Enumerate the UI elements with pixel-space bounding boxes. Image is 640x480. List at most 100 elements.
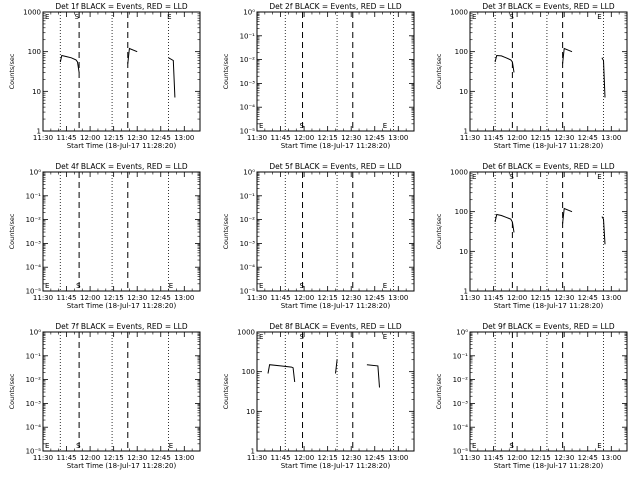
marker-label: E bbox=[259, 282, 263, 290]
y-tick-label: 10⁰ bbox=[29, 329, 41, 337]
x-tick-label: 13:00 bbox=[174, 454, 194, 462]
chart-panel-4: Det 4f BLACK = Events, RED = LLD 10⁰ 10⁻¹ 1… bbox=[8, 162, 201, 310]
y-tick-label: 1000 bbox=[450, 9, 468, 17]
x-tick-label: 12:00 bbox=[294, 294, 314, 302]
y-tick-label: 10⁻¹ bbox=[240, 32, 256, 40]
x-tick-label: 13:00 bbox=[601, 454, 621, 462]
chart-panel-5: Det 5f BLACK = Events, RED = LLD 10⁰ 10⁻¹ 1… bbox=[222, 162, 415, 310]
x-tick-label: 12:30 bbox=[554, 294, 574, 302]
y-tick-label: 10⁻¹ bbox=[240, 192, 256, 200]
x-tick-label: 11:45 bbox=[56, 454, 76, 462]
y-axis-label: Counts/sec bbox=[8, 213, 16, 249]
y-tick-label: 10⁻³ bbox=[26, 400, 42, 408]
x-tick-label: 12:15 bbox=[531, 294, 551, 302]
chart-title: Det 3f BLACK = Events, RED = LLD bbox=[482, 2, 615, 11]
chart-title: Det 6f BLACK = Events, RED = LLD bbox=[482, 162, 615, 171]
marker-label: S bbox=[300, 333, 305, 341]
x-axis-label: Start Time (18-Jul-17 11:28:20) bbox=[67, 302, 177, 310]
x-tick-label: 13:00 bbox=[174, 294, 194, 302]
y-tick-label: 1 bbox=[464, 288, 468, 296]
x-tick-label: 12:45 bbox=[365, 294, 385, 302]
y-axis-label: Counts/sec bbox=[435, 53, 443, 89]
x-tick-label: 12:45 bbox=[365, 454, 385, 462]
marker-label: S bbox=[76, 282, 81, 290]
x-tick-label: 11:30 bbox=[460, 134, 480, 142]
chart-title: Det 4f BLACK = Events, RED = LLD bbox=[55, 162, 188, 171]
y-tick-label: 10 bbox=[459, 88, 468, 96]
x-tick-label: 13:00 bbox=[601, 294, 621, 302]
y-tick-label: 10⁻³ bbox=[26, 240, 42, 248]
y-tick-label: 100 bbox=[242, 368, 255, 376]
y-tick-label: 1 bbox=[37, 128, 41, 136]
x-tick-label: 12:15 bbox=[531, 454, 551, 462]
y-axis-label: Counts/sec bbox=[8, 53, 16, 89]
x-axis-label: Start Time (18-Jul-17 11:28:20) bbox=[281, 142, 391, 150]
marker-label: S bbox=[75, 13, 80, 21]
x-tick-label: 12:15 bbox=[104, 134, 124, 142]
y-tick-label: 10⁰ bbox=[456, 329, 468, 337]
marker-label: E bbox=[383, 282, 387, 290]
x-axis-label: Start Time (18-Jul-17 11:28:20) bbox=[494, 302, 604, 310]
y-tick-label: 10⁰ bbox=[243, 9, 255, 17]
x-tick-label: 12:30 bbox=[341, 454, 361, 462]
marker-label: S bbox=[509, 442, 514, 450]
y-tick-label: 1000 bbox=[237, 329, 255, 337]
x-tick-label: 12:15 bbox=[318, 294, 338, 302]
chart-title: Det 8f BLACK = Events, RED = LLD bbox=[269, 322, 402, 331]
x-tick-label: 12:30 bbox=[341, 294, 361, 302]
marker-label: E bbox=[472, 173, 476, 181]
y-axis-label: Counts/sec bbox=[435, 373, 443, 409]
y-axis-label: Counts/sec bbox=[222, 373, 230, 409]
y-tick-label: 10⁻³ bbox=[240, 80, 256, 88]
x-tick-label: 11:30 bbox=[33, 134, 53, 142]
y-tick-label: 10⁻² bbox=[240, 216, 256, 224]
y-tick-label: 1000 bbox=[450, 169, 468, 177]
plot-frame bbox=[42, 171, 201, 292]
x-tick-label: 12:45 bbox=[151, 294, 171, 302]
plot-frame bbox=[469, 331, 628, 452]
x-tick-label: 12:00 bbox=[507, 134, 527, 142]
x-axis-label: Start Time (18-Jul-17 11:28:20) bbox=[281, 462, 391, 470]
y-tick-label: 10⁻⁴ bbox=[240, 264, 256, 272]
y-tick-label: 10 bbox=[32, 88, 41, 96]
x-tick-label: 11:30 bbox=[33, 454, 53, 462]
marker-label: E bbox=[259, 122, 263, 130]
marker-label: S bbox=[509, 173, 514, 181]
marker-label: S bbox=[509, 13, 514, 21]
x-tick-label: 12:45 bbox=[151, 134, 171, 142]
y-tick-label: 10⁻⁵ bbox=[26, 288, 42, 296]
x-tick-label: 11:45 bbox=[483, 454, 503, 462]
marker-label: E bbox=[167, 13, 171, 21]
x-tick-label: 11:30 bbox=[247, 294, 267, 302]
y-axis-label: Counts/sec bbox=[222, 213, 230, 249]
x-tick-label: 12:45 bbox=[365, 134, 385, 142]
x-tick-label: 11:45 bbox=[270, 454, 290, 462]
marker-label: E bbox=[472, 13, 476, 21]
chart-title: Det 9f BLACK = Events, RED = LLD bbox=[482, 322, 615, 331]
y-tick-label: 100 bbox=[455, 48, 468, 56]
series-events-line bbox=[494, 47, 606, 98]
x-tick-label: 12:45 bbox=[578, 294, 598, 302]
y-tick-label: 100 bbox=[28, 48, 41, 56]
y-tick-label: 10⁻³ bbox=[240, 240, 256, 248]
y-tick-label: 10⁻¹ bbox=[26, 352, 42, 360]
chart-panel-6: Det 6f BLACK = Events, RED = LLD 1 10 100 10… bbox=[435, 162, 628, 310]
x-axis-label: Start Time (18-Jul-17 11:28:20) bbox=[494, 462, 604, 470]
marker-label: S bbox=[300, 122, 305, 130]
x-tick-label: 12:30 bbox=[554, 454, 574, 462]
y-axis-label: Counts/sec bbox=[8, 373, 16, 409]
x-tick-label: 11:45 bbox=[56, 134, 76, 142]
marker-label: E bbox=[597, 442, 601, 450]
series-events-line bbox=[59, 47, 176, 98]
x-tick-label: 12:15 bbox=[104, 294, 124, 302]
x-tick-label: 12:00 bbox=[507, 454, 527, 462]
x-tick-label: 13:00 bbox=[388, 294, 408, 302]
x-tick-label: 11:45 bbox=[270, 134, 290, 142]
y-tick-label: 10⁻¹ bbox=[26, 192, 42, 200]
y-tick-label: 1000 bbox=[23, 9, 41, 17]
y-tick-label: 10⁻² bbox=[453, 376, 469, 384]
chart-title: Det 2f BLACK = Events, RED = LLD bbox=[269, 2, 402, 11]
x-tick-label: 12:45 bbox=[578, 134, 598, 142]
y-tick-label: 1 bbox=[464, 128, 468, 136]
series-events-line bbox=[267, 359, 380, 388]
